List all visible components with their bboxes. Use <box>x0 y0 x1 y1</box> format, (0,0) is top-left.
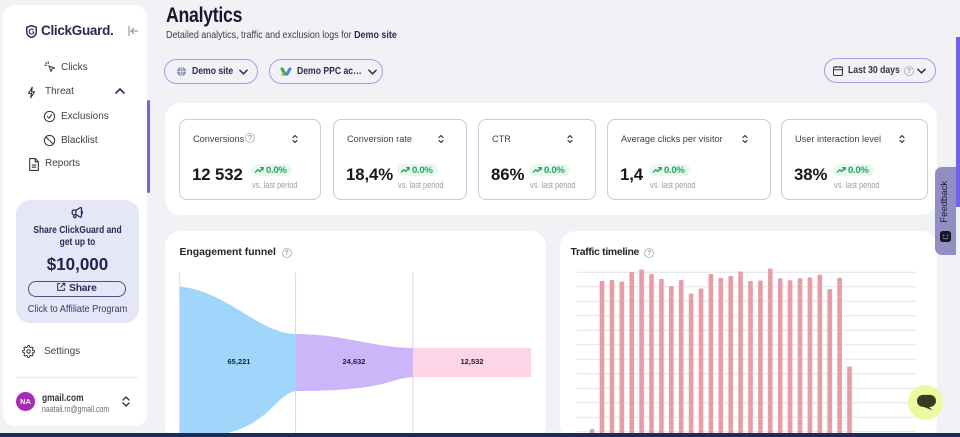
svg-text:12,532: 12,532 <box>461 357 484 366</box>
svg-text:24,632: 24,632 <box>343 357 366 366</box>
svg-text:65,221: 65,221 <box>228 357 251 366</box>
svg-text:G: G <box>28 27 34 36</box>
